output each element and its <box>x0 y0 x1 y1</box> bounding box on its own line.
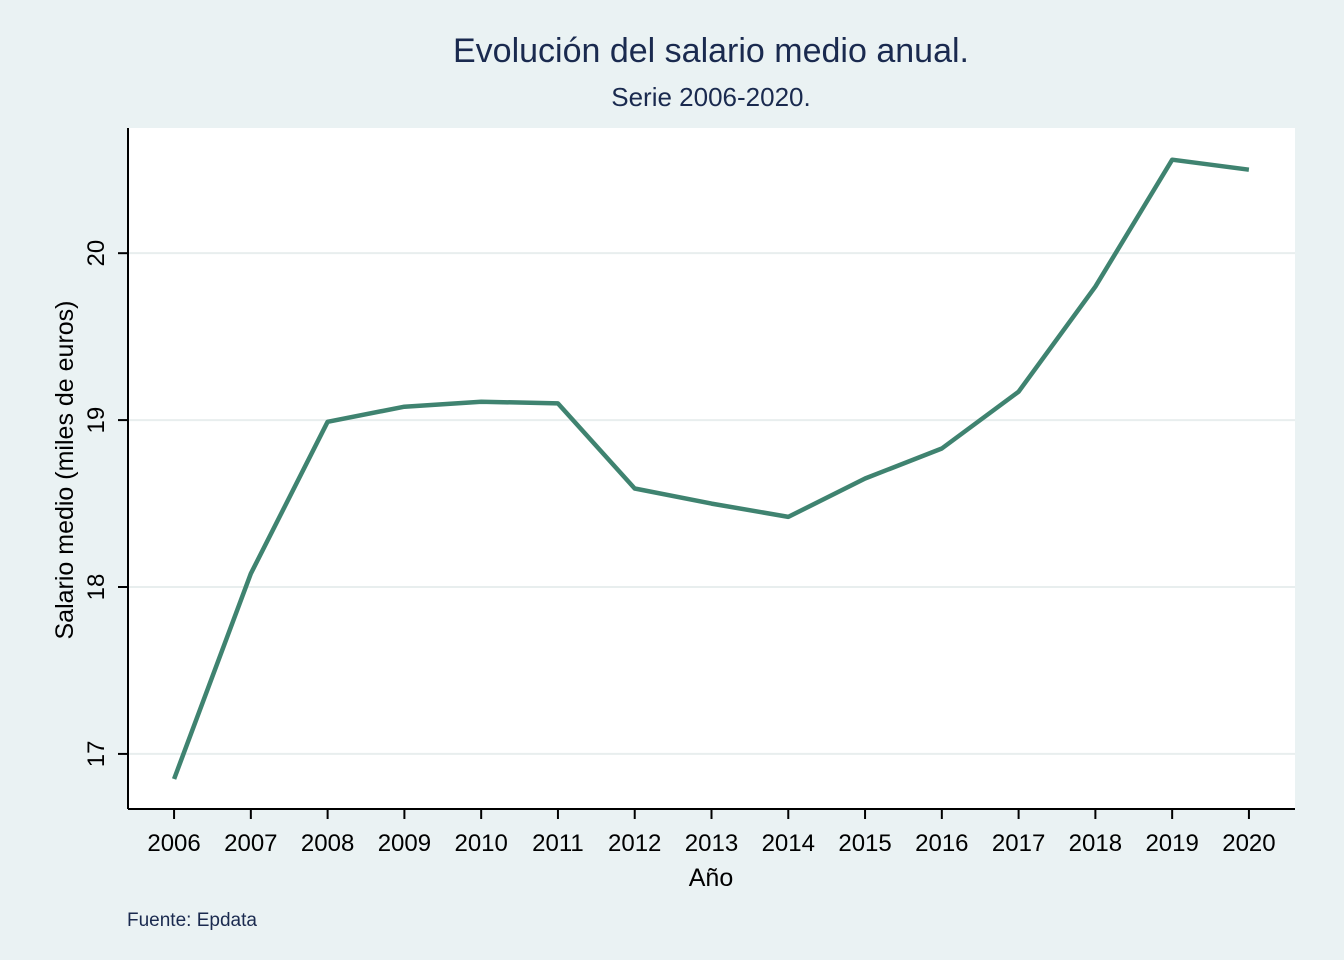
x-tick-label: 2010 <box>454 830 507 857</box>
x-tick-label: 2015 <box>838 830 891 857</box>
y-tick-label: 19 <box>83 407 110 434</box>
x-tick-label: 2017 <box>992 830 1045 857</box>
x-tick-label: 2012 <box>608 830 661 857</box>
x-tick-label: 2016 <box>915 830 968 857</box>
x-tick-label: 2011 <box>532 830 584 857</box>
grid-lines <box>128 252 1295 755</box>
x-tick-label: 2020 <box>1222 830 1275 857</box>
y-tick-label: 18 <box>83 574 110 601</box>
x-tick-label: 2007 <box>224 830 277 857</box>
series-line <box>171 157 1250 780</box>
x-tick-label: 2019 <box>1145 830 1198 857</box>
series-layer <box>171 157 1250 780</box>
plot-area <box>128 128 1295 809</box>
x-tick-label: 2009 <box>378 830 431 857</box>
chart-subtitle: Serie 2006-2020. <box>611 82 810 112</box>
x-tick-label: 2018 <box>1069 830 1122 857</box>
x-tick-label: 2014 <box>762 830 815 857</box>
chart-title: Evolución del salario medio anual. <box>453 32 969 70</box>
x-tick-label: 2013 <box>685 830 738 857</box>
y-axis-ticks: 17 18 19 20 <box>83 240 128 767</box>
x-axis-ticks: 2006 2007 2008 2009 2010 2011 2012 2013 2014 2015… <box>147 809 1276 857</box>
source-note: Fuente: Epdata <box>127 910 257 931</box>
y-axis-title: Salario medio (miles de euros) <box>51 300 79 639</box>
y-tick-label: 17 <box>83 741 110 768</box>
y-tick-label: 20 <box>83 240 110 267</box>
x-tick-label: 2008 <box>301 830 354 857</box>
x-tick-label: 2006 <box>147 830 200 857</box>
x-axis-title: Año <box>689 864 733 892</box>
